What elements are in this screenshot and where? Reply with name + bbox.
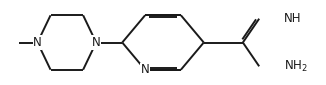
Text: N: N bbox=[92, 36, 100, 49]
Text: NH: NH bbox=[284, 12, 301, 25]
Text: NH$_2$: NH$_2$ bbox=[284, 59, 307, 74]
Text: N: N bbox=[141, 63, 149, 76]
Text: N: N bbox=[33, 36, 42, 49]
